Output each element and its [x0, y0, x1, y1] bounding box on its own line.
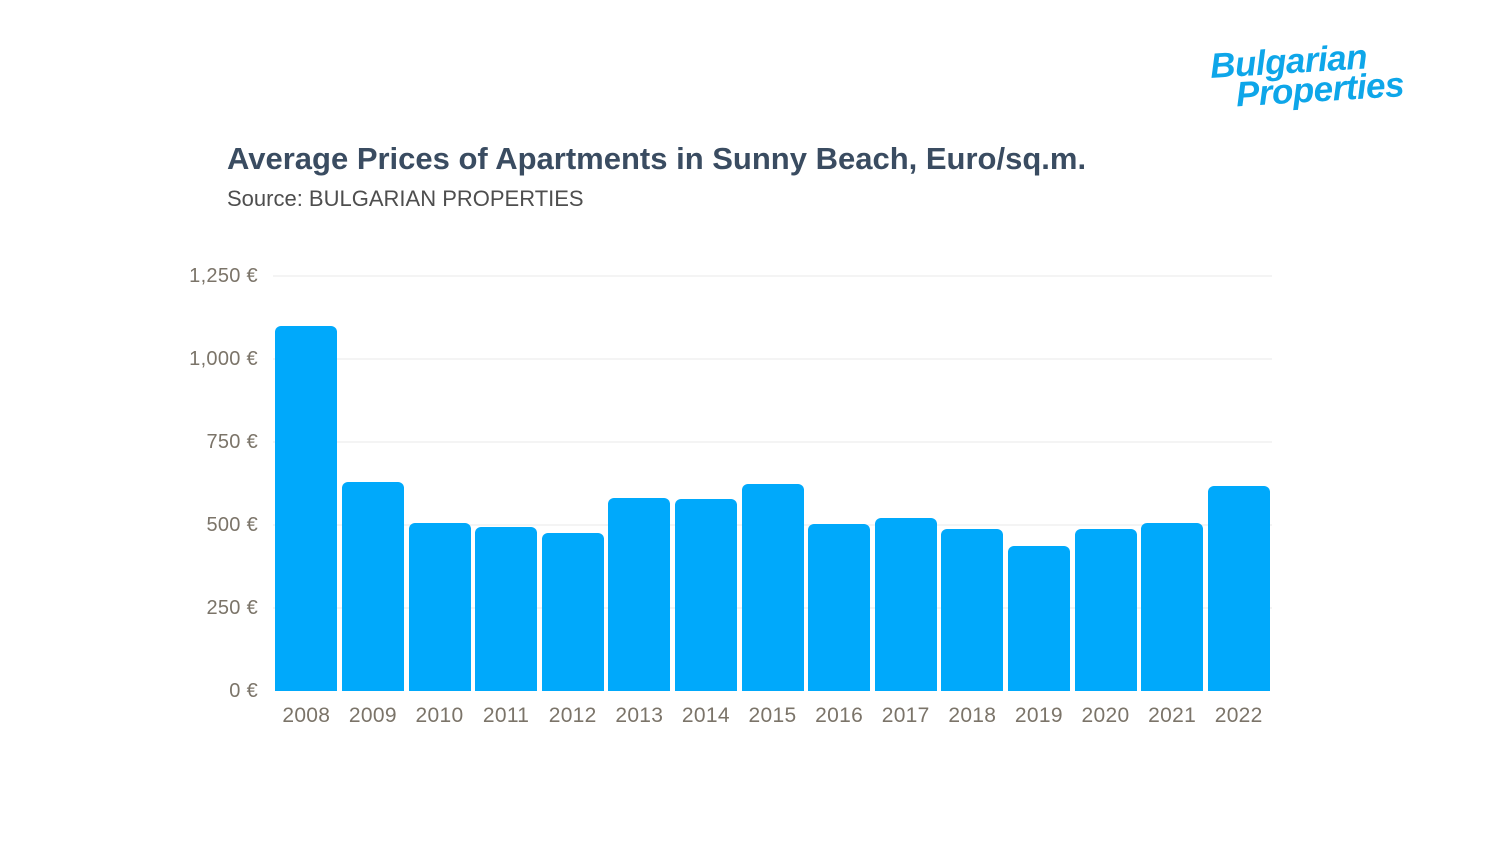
- x-tick-label-2016: 2016: [815, 704, 864, 727]
- bar-2017: [874, 518, 937, 691]
- x-tick-label-2020: 2020: [1081, 704, 1130, 727]
- bar-2019: [1007, 546, 1070, 691]
- y-tick-label-1000: 1,000 €: [189, 348, 258, 370]
- bar-2016: [808, 524, 871, 691]
- x-tick-label-2015: 2015: [748, 704, 797, 727]
- bar-2014: [674, 499, 737, 691]
- gridline-1250: [273, 275, 1272, 277]
- chart-title: Average Prices of Apartments in Sunny Be…: [227, 141, 1087, 176]
- plot-area: [273, 275, 1272, 691]
- x-tick-label-2012: 2012: [548, 704, 597, 727]
- x-axis: 2008 2009 2010 2011 2012 2013 2014 2015 2016 2017…: [273, 703, 1272, 731]
- x-tick-label-2014: 2014: [681, 704, 730, 727]
- x-tick-label-2018: 2018: [948, 704, 997, 727]
- bar-2012: [541, 532, 604, 691]
- brand-logo-line2: Properties: [1234, 65, 1406, 115]
- x-tick-label-2021: 2021: [1148, 704, 1197, 727]
- y-axis: 0 € 250 € 500 € 750 € 1,000 € 1,250 €: [0, 265, 258, 702]
- x-tick-label-2010: 2010: [415, 704, 464, 727]
- bar-2013: [608, 498, 671, 691]
- bar-2008: [275, 325, 338, 691]
- x-tick-label-2009: 2009: [348, 704, 397, 727]
- gridline-1000: [273, 358, 1272, 360]
- x-tick-label-2017: 2017: [881, 704, 930, 727]
- bar-2009: [341, 481, 404, 691]
- y-tick-label-1250: 1,250 €: [189, 265, 258, 287]
- x-tick-label-2013: 2013: [615, 704, 664, 727]
- y-tick-label-0: 0 €: [229, 680, 258, 702]
- x-tick-label-2022: 2022: [1214, 704, 1263, 727]
- chart-source: Source: BULGARIAN PROPERTIES: [227, 186, 584, 211]
- bar-2020: [1074, 528, 1137, 691]
- y-tick-label-500: 500 €: [206, 514, 258, 536]
- bar-2018: [941, 528, 1004, 691]
- bar-2011: [475, 527, 538, 691]
- y-tick-label-250: 250 €: [206, 597, 258, 619]
- y-tick-label-750: 750 €: [206, 431, 258, 453]
- gridline-750: [273, 441, 1272, 443]
- x-tick-label-2011: 2011: [482, 704, 530, 727]
- x-tick-label-2008: 2008: [282, 704, 331, 727]
- brand-logo: Bulgarian Properties: [1209, 37, 1406, 115]
- x-tick-label-2019: 2019: [1014, 704, 1063, 727]
- bar-2010: [408, 522, 471, 691]
- bar-2015: [741, 483, 804, 691]
- bar-2021: [1141, 523, 1204, 691]
- bar-2022: [1207, 485, 1270, 691]
